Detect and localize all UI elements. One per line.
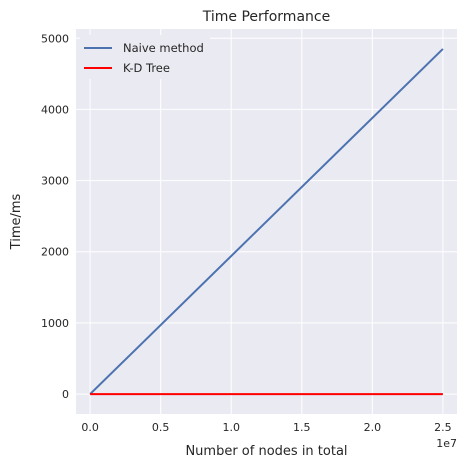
legend-box: [80, 35, 210, 79]
y-tick-label: 5000: [41, 32, 69, 45]
x-tick-label: 0.5: [152, 421, 170, 434]
legend-label-kd-tree: K-D Tree: [123, 61, 170, 75]
y-tick-label: 2000: [41, 246, 69, 259]
x-axis-offset-label: 1e7: [436, 437, 457, 450]
x-tick-label: 1.5: [293, 421, 311, 434]
x-tick-label: 0.0: [81, 421, 99, 434]
y-axis-label: Time/ms: [9, 193, 24, 250]
y-tick-label: 0: [62, 388, 69, 401]
y-tick-label: 1000: [41, 317, 69, 330]
x-axis-label: Number of nodes in total: [185, 444, 347, 459]
series-layer: [89, 48, 444, 396]
x-tick-label: 1.0: [222, 421, 240, 434]
y-tick-label: 4000: [41, 103, 69, 116]
series-line-naive-method: [89, 48, 444, 395]
x-tick-label: 2.5: [434, 421, 452, 434]
legend-label-naive-method: Naive method: [123, 41, 204, 55]
tick-labels: 0.0 0.5 1.0 1.5 2.0 2.5 0 1000 2000 3000 4000 5000: [41, 32, 452, 434]
legend: Naive method K-D Tree: [80, 35, 210, 79]
x-tick-label: 2.0: [364, 421, 382, 434]
y-tick-label: 3000: [41, 175, 69, 188]
chart-title: Time Performance: [202, 9, 330, 25]
